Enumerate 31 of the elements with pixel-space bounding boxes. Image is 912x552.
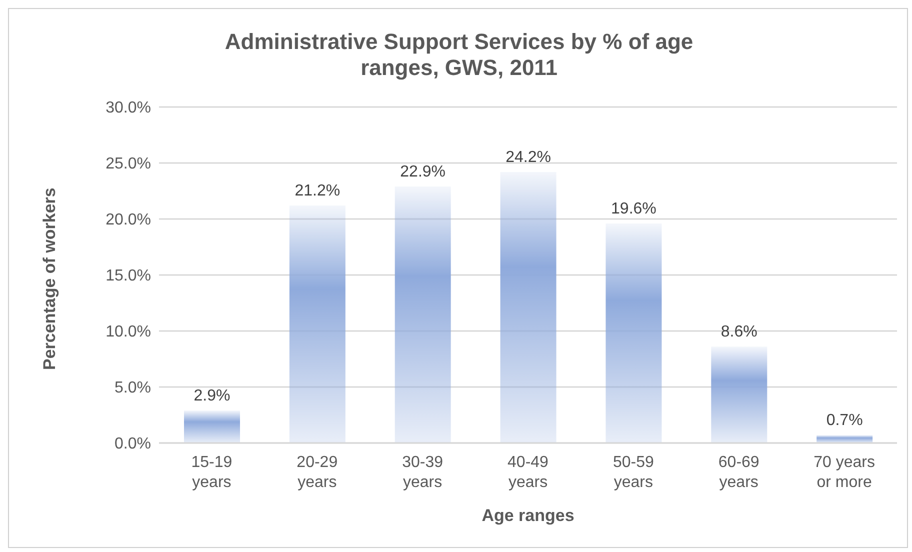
x-tick-label: 15-19 years <box>191 454 232 491</box>
x-tick-label: 70 years or more <box>814 454 875 491</box>
y-tick-label: 0.0% <box>114 436 151 453</box>
bar <box>606 223 662 443</box>
y-axis-title: Percentage of workers <box>40 188 60 370</box>
bar <box>184 410 240 443</box>
x-tick-label: 50-59 years <box>612 454 654 491</box>
data-label: 2.9% <box>194 388 230 405</box>
y-tick-label: 25.0% <box>106 156 151 173</box>
x-axis-title: Age ranges <box>482 506 574 525</box>
chart-title: Administrative Support Services by % of age ranges, GWS, 2011 <box>224 29 694 81</box>
y-tick-label: 20.0% <box>106 212 151 229</box>
data-label: 8.6% <box>720 324 758 341</box>
y-tick-label: 15.0% <box>106 268 151 285</box>
data-label: 19.6% <box>611 200 656 218</box>
data-label: 0.7% <box>826 412 863 430</box>
bar <box>394 186 451 443</box>
x-tick-label: 20-29 years <box>296 454 338 491</box>
data-label: 22.9% <box>400 164 446 181</box>
y-tick-label: 5.0% <box>114 380 151 397</box>
bar <box>289 206 346 443</box>
x-tick-label: 30-39 years <box>402 454 444 491</box>
bar <box>711 346 768 443</box>
y-tick-label: 10.0% <box>106 324 151 341</box>
data-label: 21.2% <box>294 182 340 200</box>
bar <box>816 435 873 443</box>
bar <box>500 172 556 443</box>
x-tick-label: 40-49 years <box>508 454 549 491</box>
x-tick-label: 60-69 years <box>718 454 760 491</box>
data-label: 24.2% <box>506 148 551 166</box>
y-tick-label: 30.0% <box>106 100 151 117</box>
